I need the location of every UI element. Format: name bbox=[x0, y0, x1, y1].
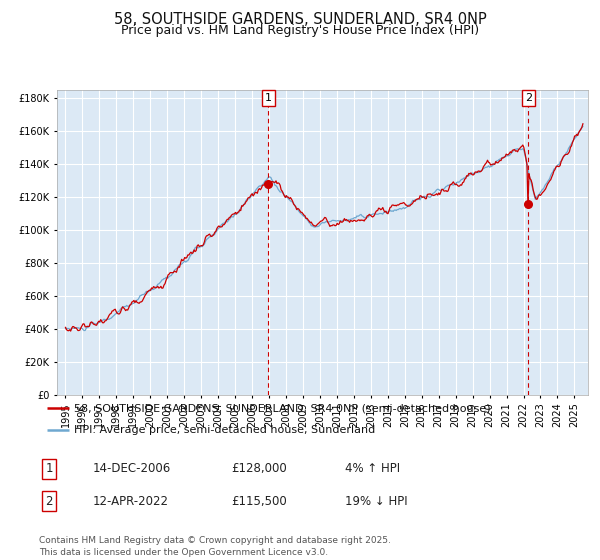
Text: 58, SOUTHSIDE GARDENS, SUNDERLAND, SR4 0NP (semi-detached house): 58, SOUTHSIDE GARDENS, SUNDERLAND, SR4 0… bbox=[74, 403, 491, 413]
Text: Price paid vs. HM Land Registry's House Price Index (HPI): Price paid vs. HM Land Registry's House … bbox=[121, 24, 479, 36]
Text: £128,000: £128,000 bbox=[231, 462, 287, 475]
Text: 1: 1 bbox=[46, 462, 53, 475]
Text: £115,500: £115,500 bbox=[231, 494, 287, 508]
Text: Contains HM Land Registry data © Crown copyright and database right 2025.
This d: Contains HM Land Registry data © Crown c… bbox=[39, 536, 391, 557]
Text: 12-APR-2022: 12-APR-2022 bbox=[93, 494, 169, 508]
Text: 14-DEC-2006: 14-DEC-2006 bbox=[93, 462, 171, 475]
Text: 1: 1 bbox=[265, 93, 272, 103]
Text: 2: 2 bbox=[46, 494, 53, 508]
Text: 4% ↑ HPI: 4% ↑ HPI bbox=[345, 462, 400, 475]
Text: 2: 2 bbox=[525, 93, 532, 103]
Text: 58, SOUTHSIDE GARDENS, SUNDERLAND, SR4 0NP: 58, SOUTHSIDE GARDENS, SUNDERLAND, SR4 0… bbox=[113, 12, 487, 27]
Text: 19% ↓ HPI: 19% ↓ HPI bbox=[345, 494, 407, 508]
Text: HPI: Average price, semi-detached house, Sunderland: HPI: Average price, semi-detached house,… bbox=[74, 425, 376, 435]
